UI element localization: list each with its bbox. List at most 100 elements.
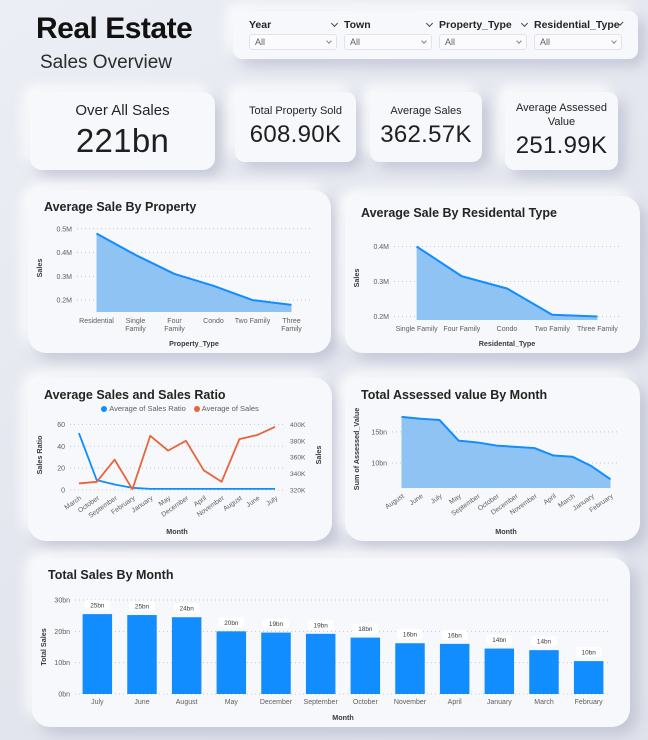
legend-dot-orange-icon: [193, 405, 200, 412]
svg-text:340K: 340K: [290, 471, 306, 478]
svg-text:Sum of Assessed_Value: Sum of Assessed_Value: [352, 408, 361, 490]
legend-label: Average of Sales Ratio: [109, 404, 186, 413]
svg-text:0: 0: [61, 488, 65, 495]
svg-text:February: February: [575, 699, 604, 706]
page-title: Real Estate: [36, 12, 193, 45]
svg-text:25bn: 25bn: [135, 604, 150, 611]
svg-text:April: April: [542, 493, 558, 507]
svg-text:30bn: 30bn: [54, 598, 70, 605]
area-chart-avg-sale-by-residential-type[interactable]: 0.2M 0.3M 0.4M Single Family Four Family Cond…: [350, 228, 634, 348]
svg-text:September: September: [304, 699, 339, 706]
svg-text:Total Sales: Total Sales: [39, 628, 48, 665]
svg-text:60: 60: [57, 422, 65, 429]
chevron-down-icon: [520, 19, 529, 27]
chart-title: Total Assessed value By Month: [361, 388, 548, 402]
svg-text:August: August: [384, 493, 405, 511]
svg-text:18bn: 18bn: [358, 626, 373, 633]
filter-residential-type-label: Residential_Type: [534, 18, 620, 31]
chart-title: Average Sale By Property: [44, 200, 197, 214]
svg-text:Month: Month: [166, 527, 188, 536]
svg-text:July: July: [430, 493, 444, 506]
filter-property-type-label: Property_Type: [439, 18, 512, 31]
svg-text:November: November: [394, 699, 427, 706]
filter-town-dropdown[interactable]: All: [344, 33, 432, 50]
svg-text:Residential: Residential: [79, 318, 114, 325]
svg-text:0.3M: 0.3M: [373, 279, 389, 286]
svg-text:Month: Month: [332, 713, 354, 722]
svg-text:June: June: [245, 495, 261, 509]
chart-card-avg-sale-by-property: Average Sale By Property 0.2M 0.3M 0.4M 0.5…: [28, 190, 331, 353]
svg-text:Four Family: Four Family: [443, 326, 480, 333]
legend-item[interactable]: Average of Sales: [193, 404, 259, 413]
svg-text:25bn: 25bn: [90, 603, 105, 610]
filter-residential-type: Residential_Type All: [534, 18, 624, 50]
chart-card-assessed-value-by-month: Total Assessed value By Month 10bn 15bn Au…: [345, 378, 640, 541]
kpi-overall-sales: Over All Sales 221bn: [30, 92, 215, 170]
svg-text:14bn: 14bn: [537, 639, 552, 646]
chart-card-total-sales-by-month: Total Sales By Month 0bn 10bn 20bn 30bn 25bn…: [32, 558, 630, 727]
chevron-down-icon: [516, 37, 522, 44]
filter-residential-type-header[interactable]: Residential_Type: [534, 18, 624, 31]
filter-bar: Year All Town All Property_Type: [233, 11, 638, 59]
svg-text:Sales: Sales: [352, 269, 361, 288]
chevron-down-icon: [425, 19, 434, 27]
filter-town-header[interactable]: Town: [344, 19, 434, 31]
page-subtitle: Sales Overview: [40, 52, 172, 73]
filter-property-type: Property_Type All: [439, 18, 529, 50]
chart-legend: Average of Sales Ratio Average of Sales: [28, 404, 332, 413]
chart-card-avg-sale-by-residential-type: Average Sale By Residental Type 0.2M 0.3M…: [345, 196, 640, 353]
svg-text:July: July: [91, 699, 104, 706]
svg-text:Single Family: Single Family: [396, 326, 439, 333]
svg-text:Condo: Condo: [203, 318, 224, 325]
svg-text:0.3M: 0.3M: [56, 274, 72, 281]
svg-text:24bn: 24bn: [180, 606, 195, 613]
filter-year-dropdown[interactable]: All: [249, 33, 337, 50]
filter-property-type-header[interactable]: Property_Type: [439, 18, 529, 31]
kpi-total-property-sold-label: Total Property Sold: [249, 104, 342, 117]
dual-line-chart-sales-ratio[interactable]: 0204060320K340K360K380K400KMarchOctoberS…: [34, 414, 326, 536]
svg-text:400K: 400K: [290, 422, 306, 429]
svg-text:0bn: 0bn: [58, 692, 70, 699]
svg-text:0.4M: 0.4M: [373, 244, 389, 251]
svg-text:July: July: [265, 495, 279, 508]
svg-text:Condo: Condo: [497, 326, 518, 333]
legend-item[interactable]: Average of Sales Ratio: [101, 404, 186, 413]
filter-year-header[interactable]: Year: [249, 19, 339, 31]
svg-text:360K: 360K: [290, 455, 306, 462]
svg-text:Two Family: Two Family: [534, 326, 570, 333]
kpi-overall-sales-label: Over All Sales: [75, 101, 170, 119]
svg-text:16bn: 16bn: [403, 632, 418, 639]
svg-text:10bn: 10bn: [582, 650, 597, 657]
svg-text:20bn: 20bn: [224, 620, 239, 627]
svg-text:Month: Month: [495, 527, 517, 536]
svg-text:Family: Family: [164, 326, 185, 333]
filter-town-value: All: [350, 36, 361, 47]
chart-title: Total Sales By Month: [48, 568, 174, 582]
svg-text:Property_Type: Property_Type: [169, 339, 219, 348]
filter-property-type-dropdown[interactable]: All: [439, 33, 527, 50]
kpi-average-assessed-value-value: 251.99K: [515, 132, 608, 160]
svg-text:June: June: [409, 493, 425, 507]
kpi-total-property-sold-value: 608.90K: [249, 121, 342, 149]
kpi-average-assessed-value-label: Average Assessed Value: [516, 101, 607, 128]
svg-text:December: December: [260, 699, 293, 706]
svg-text:January: January: [487, 699, 512, 706]
svg-text:April: April: [448, 699, 462, 706]
svg-text:20bn: 20bn: [54, 629, 70, 636]
svg-text:Four: Four: [167, 318, 182, 325]
svg-text:0.2M: 0.2M: [56, 298, 72, 305]
svg-text:14bn: 14bn: [492, 637, 507, 644]
svg-text:Single: Single: [126, 318, 146, 325]
chevron-down-icon: [611, 37, 617, 44]
chart-title: Average Sale By Residental Type: [361, 206, 557, 220]
filter-town: Town All: [344, 19, 434, 50]
kpi-total-property-sold: Total Property Sold 608.90K: [235, 92, 356, 162]
svg-text:Two Family: Two Family: [235, 318, 271, 325]
filter-residential-type-dropdown[interactable]: All: [534, 33, 622, 50]
svg-text:Residental_Type: Residental_Type: [479, 339, 536, 348]
kpi-average-assessed-value: Average Assessed Value 251.99K: [505, 92, 618, 170]
bar-chart-total-sales-by-month[interactable]: 0bn 10bn 20bn 30bn 25bn July 25bn June 24bn Augus…: [37, 584, 623, 722]
svg-text:380K: 380K: [290, 438, 306, 445]
